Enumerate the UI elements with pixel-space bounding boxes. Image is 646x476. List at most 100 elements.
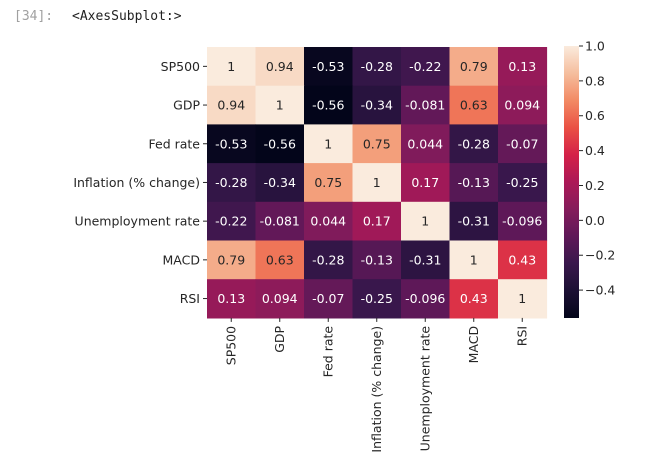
- cell-annotation: 0.13: [508, 59, 536, 74]
- colorbar-tick-label: 0.4: [585, 143, 605, 158]
- heatmap-cell: [449, 163, 499, 203]
- cell-annotation: -0.28: [312, 252, 344, 267]
- cell-annotation: 1: [421, 214, 429, 229]
- x-axis: SP500 GDP Fed rate Inflation (% change) Unem…: [224, 317, 530, 453]
- heatmap-cell: [401, 201, 451, 242]
- x-tick-label: Inflation (% change): [369, 326, 384, 453]
- cell-annotation: 1: [227, 59, 235, 74]
- x-tick-label: SP500: [224, 326, 239, 365]
- heatmap-cell: [401, 163, 451, 203]
- heatmap-cell: [207, 240, 257, 280]
- cell-annotation: 0.94: [217, 98, 245, 113]
- x-tick-label: Unemployment rate: [418, 326, 433, 452]
- cell-annotation: 0.13: [217, 291, 245, 306]
- heatmap-cell: [449, 85, 499, 125]
- colorbar-tick-label: −0.4: [585, 283, 615, 298]
- x-tick-label: GDP: [272, 325, 287, 352]
- cell-annotation: -0.07: [506, 136, 538, 151]
- heatmap-cell: [255, 47, 305, 87]
- cell-annotation: -0.25: [361, 291, 393, 306]
- cell-annotation: -0.31: [409, 252, 441, 267]
- cell-annotation: 0.75: [314, 175, 342, 190]
- cell-annotation: 1: [373, 175, 381, 190]
- colorbar-tick-label: 1.0: [585, 39, 605, 54]
- cell-annotation: 0.044: [407, 136, 443, 151]
- cell-annotation: -0.28: [361, 59, 393, 74]
- cell-annotation: -0.53: [215, 136, 247, 151]
- heatmap-cell: [401, 47, 451, 87]
- heatmap-cell: [498, 47, 548, 87]
- heatmap-cell: [255, 279, 305, 319]
- y-tick-label: SP500: [161, 59, 200, 74]
- heatmap-cell: [255, 201, 305, 242]
- heatmap-cell: [449, 279, 499, 319]
- heatmap-cell: [304, 47, 354, 87]
- cell-annotation: -0.22: [215, 214, 247, 229]
- heatmap-cell: [498, 124, 548, 164]
- heatmap-annotations: 1 0.94 -0.53 -0.28 -0.22 0.79 0.13 0.94 1 -0.56 -0…: [215, 59, 542, 306]
- cell-annotation: -0.53: [312, 59, 344, 74]
- heatmap-cell: [304, 201, 354, 242]
- cell-annotation: 0.43: [460, 291, 488, 306]
- cell-annotation: 0.43: [508, 252, 536, 267]
- heatmap-cell: [449, 201, 499, 242]
- heatmap-cell: [449, 240, 499, 280]
- heatmap-cell: [352, 163, 402, 203]
- heatmap-cell: [498, 201, 548, 242]
- heatmap-cell: [255, 240, 305, 280]
- heatmap-cell: [207, 163, 257, 203]
- heatmap-cell: [401, 124, 451, 164]
- heatmap-cell: [401, 279, 451, 319]
- heatmap-cell: [401, 240, 451, 280]
- cell-annotation: -0.081: [260, 214, 300, 229]
- cell-annotation: -0.28: [215, 175, 247, 190]
- heatmap-cell: [207, 124, 257, 164]
- y-tick-label: Inflation (% change): [73, 175, 200, 190]
- cell-annotation: 0.094: [504, 98, 540, 113]
- y-tick-label: RSI: [180, 291, 200, 306]
- cell-annotation: 1: [324, 136, 332, 151]
- heatmap-cell: [449, 124, 499, 164]
- cell-annotation: -0.22: [409, 59, 441, 74]
- y-tick-label: Unemployment rate: [75, 214, 201, 229]
- heatmap-cell: [498, 85, 548, 125]
- cell-annotation: 0.63: [460, 98, 488, 113]
- heatmap-cells: [207, 47, 548, 319]
- output-repr: <AxesSubplot:>: [72, 9, 182, 24]
- heatmap-cell: [255, 124, 305, 164]
- colorbar-tick-label: 0.8: [585, 73, 605, 88]
- colorbar-tick-label: 0.2: [585, 178, 605, 193]
- heatmap-cell: [207, 85, 257, 125]
- colorbar: 1.0 0.8 0.6 0.4 0.2 0.0 −0.2 −0.4: [564, 39, 615, 318]
- heatmap-cell: [352, 240, 402, 280]
- x-tick-label: RSI: [515, 326, 530, 346]
- heatmap-cell: [449, 47, 499, 87]
- cell-annotation: 0.79: [217, 252, 245, 267]
- cell-annotation: 0.79: [460, 59, 488, 74]
- cell-annotation: -0.34: [264, 175, 296, 190]
- heatmap-cell: [352, 279, 402, 319]
- heatmap-cell: [304, 240, 354, 280]
- heatmap-cell: [498, 240, 548, 280]
- cell-annotation: -0.34: [361, 98, 393, 113]
- cell-annotation: 1: [276, 98, 284, 113]
- cell-annotation: -0.25: [506, 175, 538, 190]
- y-axis: SP500 GDP Fed rate Inflation (% change) Unem…: [73, 59, 207, 306]
- y-tick-label: GDP: [173, 98, 200, 113]
- colorbar-tick-label: 0.0: [585, 213, 605, 228]
- y-tick-label: Fed rate: [149, 136, 201, 151]
- cell-annotation: -0.13: [361, 252, 393, 267]
- cell-annotation: -0.56: [264, 136, 296, 151]
- heatmap-cell: [207, 47, 257, 87]
- cell-annotation: 0.63: [266, 252, 294, 267]
- heatmap-cell: [498, 279, 548, 319]
- cell-annotation: 0.75: [363, 136, 391, 151]
- cell-annotation: 0.044: [310, 214, 346, 229]
- execution-prompt: [34]:: [14, 9, 54, 24]
- cell-annotation: 1: [518, 291, 526, 306]
- cell-annotation: -0.13: [458, 175, 490, 190]
- cell-annotation: 1: [470, 252, 478, 267]
- cell-annotation: 0.17: [363, 214, 391, 229]
